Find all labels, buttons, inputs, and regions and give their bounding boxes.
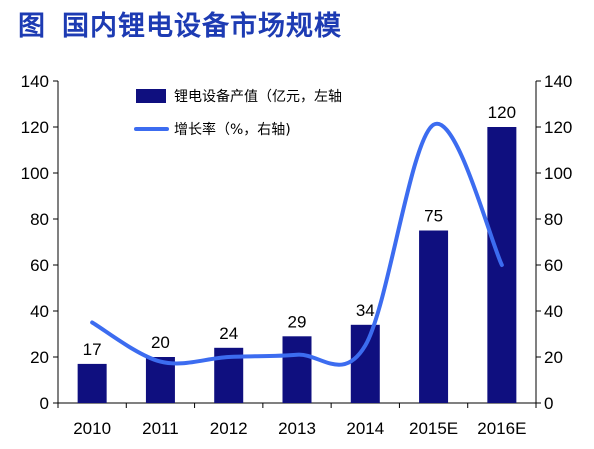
bar-value-label: 24	[219, 324, 238, 343]
bar	[77, 363, 107, 403]
x-tick-label: 2014	[346, 419, 384, 438]
figure-label: 图	[18, 11, 46, 42]
right-tick-label: 120	[544, 118, 572, 137]
right-tick-label: 80	[544, 210, 563, 229]
bar	[419, 230, 449, 403]
x-tick-label: 2015E	[409, 419, 458, 438]
right-tick-label: 0	[544, 394, 553, 413]
left-tick-label: 40	[30, 302, 49, 321]
right-tick-label: 140	[544, 72, 572, 91]
x-tick-label: 2010	[73, 419, 111, 438]
right-tick-label: 100	[544, 164, 572, 183]
data-labels: 17 20 24 29 34 75 120	[83, 103, 516, 359]
bar-value-label: 75	[424, 207, 443, 226]
left-tick-label: 20	[30, 348, 49, 367]
x-tick-label: 2013	[278, 419, 316, 438]
legend: 锂电设备产值（亿元，左轴 增长率（%，右轴)	[134, 88, 342, 138]
left-tick-label: 100	[21, 164, 49, 183]
bar	[350, 324, 380, 403]
bar	[282, 336, 312, 403]
left-tick-label: 80	[30, 210, 49, 229]
bar-value-label: 120	[488, 103, 516, 122]
bar-value-label: 29	[288, 312, 307, 331]
x-tick-label: 2016E	[477, 419, 526, 438]
legend-line-label: 增长率（%，右轴)	[174, 121, 291, 138]
legend-bar-label: 锂电设备产值（亿元，左轴	[174, 88, 342, 105]
left-tick-label: 60	[30, 256, 49, 275]
right-tick-label: 40	[544, 302, 563, 321]
bar-value-label: 34	[356, 301, 375, 320]
bar-value-label: 20	[151, 333, 170, 352]
chart-title-text: 国内锂电设备市场规模	[62, 11, 342, 42]
right-tick-label: 20	[544, 348, 563, 367]
left-tick-label: 140	[21, 72, 49, 91]
bar-series	[77, 127, 517, 403]
legend-bar-swatch	[136, 89, 166, 103]
left-tick-label: 120	[21, 118, 49, 137]
growth-rate-line	[90, 121, 504, 367]
x-tick-label: 2012	[210, 419, 248, 438]
bar-value-label: 17	[83, 340, 102, 359]
x-tick-label: 2011	[142, 419, 179, 438]
line-series	[90, 121, 504, 367]
axes: 0 20 40 60 80 100 120 140 0 20 40 60 80 100 120 140 2010…	[21, 72, 573, 438]
right-tick-label: 60	[544, 256, 563, 275]
left-tick-label: 0	[40, 394, 49, 413]
chart-title: 图国内锂电设备市场规模	[18, 10, 342, 44]
